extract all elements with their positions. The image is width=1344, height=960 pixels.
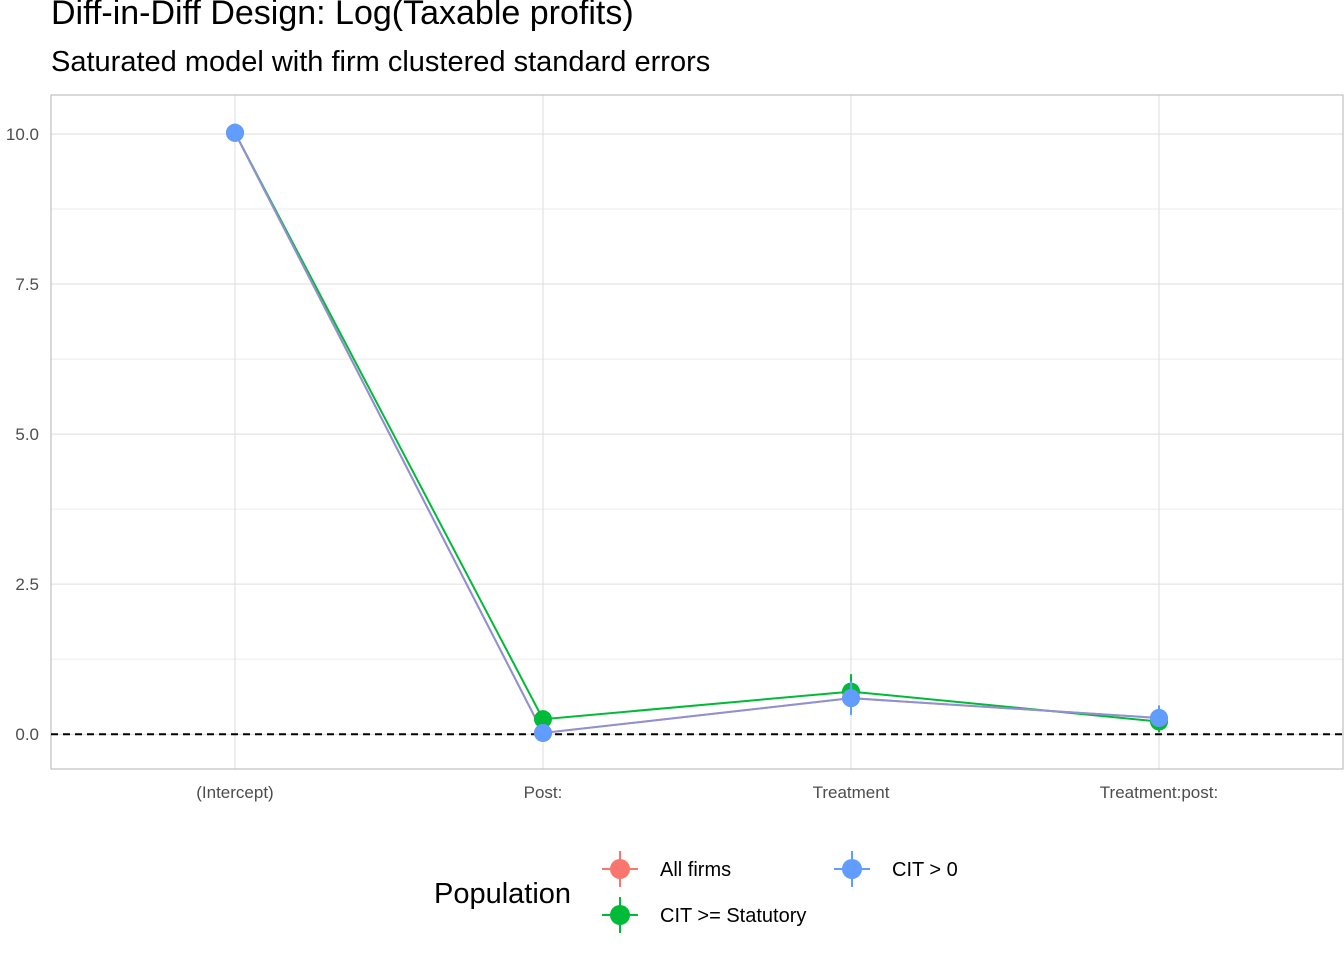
chart-subtitle: Saturated model with firm clustered stan…	[51, 46, 711, 78]
data-point	[226, 123, 244, 142]
y-tick-label: 5.0	[15, 425, 39, 444]
series-line	[234, 132, 1160, 735]
data-point	[534, 710, 552, 729]
grid-layer	[51, 95, 1343, 769]
data-point	[534, 723, 552, 742]
x-tick-label: (Intercept)	[196, 783, 273, 802]
x-tick-label: Post:	[524, 783, 563, 802]
series-line	[234, 132, 1160, 723]
axis-layer: 0.0 2.5 5.0 7.5 10.0 (Intercept) Post: Treatmen…	[6, 94, 1344, 802]
legend-key-point	[610, 905, 630, 925]
legend-title: Population	[434, 878, 571, 910]
y-tick-label: 7.5	[15, 275, 39, 294]
legend-label: CIT > 0	[892, 859, 958, 881]
series-layer	[226, 123, 1168, 742]
legend-label: CIT >= Statutory	[660, 905, 806, 927]
x-tick-label: Treatment:post:	[1100, 783, 1218, 802]
y-tick-label: 0.0	[15, 725, 39, 744]
chart-title: Diff-in-Diff Design: Log(Taxable profits…	[51, 0, 634, 32]
legend-key-point	[842, 859, 862, 879]
y-tick-label: 10.0	[6, 125, 39, 144]
y-tick-label: 2.5	[15, 575, 39, 594]
legend-key-point	[610, 859, 630, 879]
series-line	[234, 132, 1160, 735]
legend-label: All firms	[660, 859, 731, 881]
data-point	[842, 689, 860, 708]
x-tick-label: Treatment	[813, 783, 890, 802]
data-point	[1150, 708, 1168, 727]
legend: Population All firms CIT >= Statutory CIT >…	[434, 851, 958, 933]
panel-border	[50, 94, 1344, 770]
